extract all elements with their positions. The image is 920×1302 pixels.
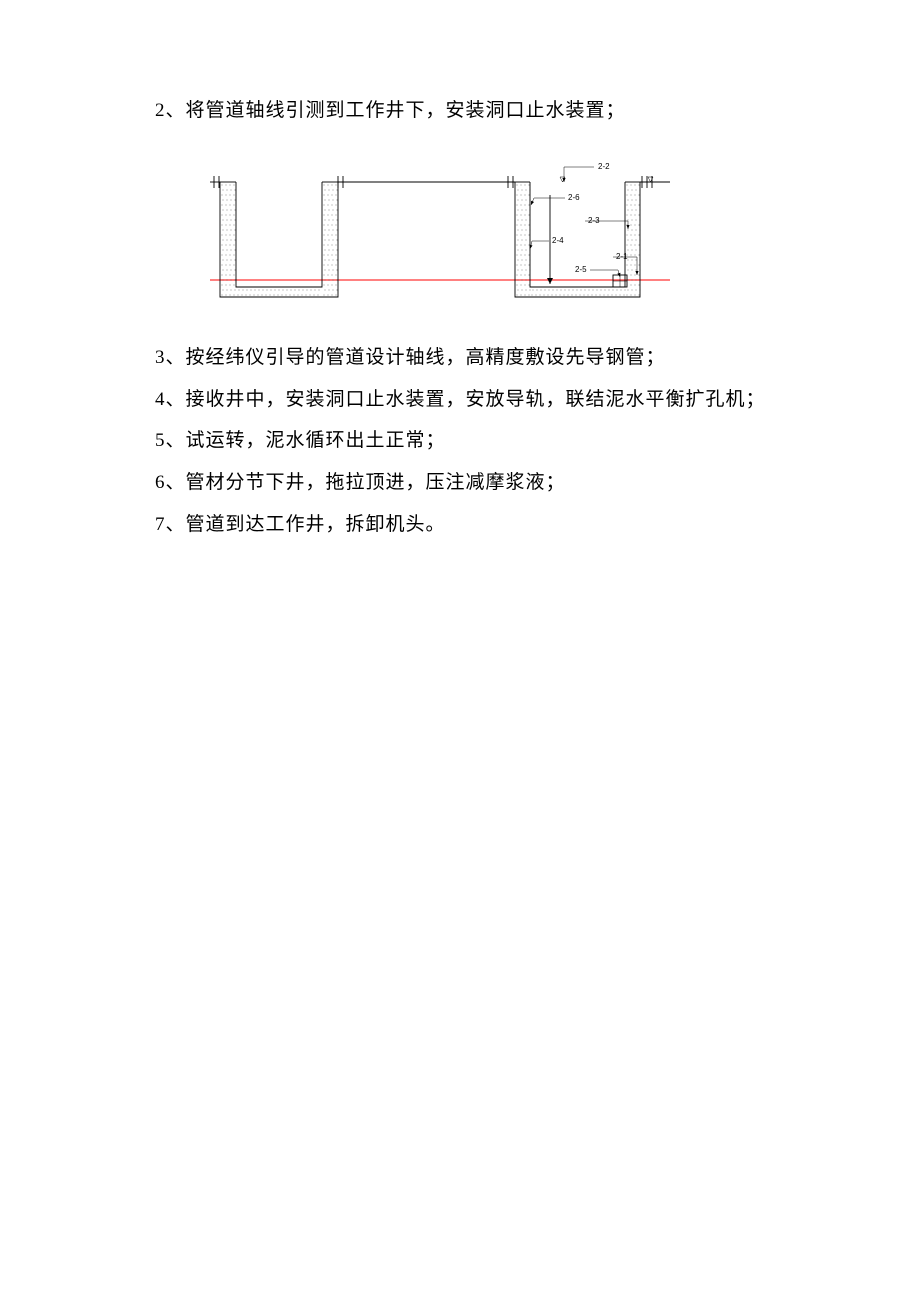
wells-section-diagram: 2-2 2-6 2-3 2-4 2-1 2-5 [210, 157, 670, 312]
svg-text:2-2: 2-2 [598, 162, 610, 171]
step-2: 2、将管道轴线引测到工作井下，安装洞口止水装置； [155, 90, 785, 132]
svg-text:2-3: 2-3 [588, 216, 600, 225]
step-4: 4、接收井中，安装洞口止水装置，安放导轨，联结泥水平衡扩孔机； [155, 379, 785, 421]
step-6: 6、管材分节下井，拖拉顶进，压注减摩浆液； [155, 462, 785, 504]
svg-text:2-4: 2-4 [552, 236, 564, 245]
svg-text:2-1: 2-1 [616, 252, 628, 261]
svg-text:2-5: 2-5 [575, 265, 587, 274]
svg-text:2-6: 2-6 [568, 193, 580, 202]
step-5: 5、试运转，泥水循环出土正常； [155, 420, 785, 462]
diagram-svg: 2-2 2-6 2-3 2-4 2-1 2-5 [210, 157, 670, 312]
step-7: 7、管道到达工作井，拆卸机头。 [155, 504, 785, 546]
step-3: 3、按经纬仪引导的管道设计轴线，高精度敷设先导钢管； [155, 337, 785, 379]
